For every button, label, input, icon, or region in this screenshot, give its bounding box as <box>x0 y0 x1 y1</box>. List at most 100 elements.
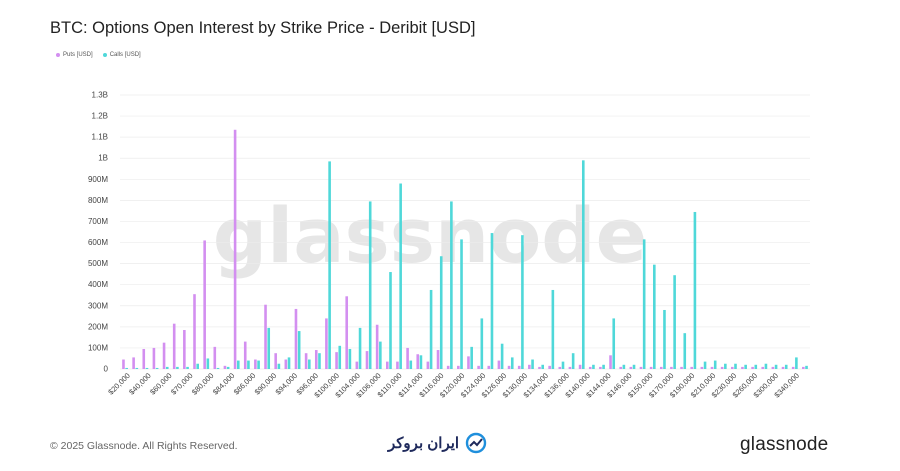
legend-item-puts[interactable]: Puts [USD] <box>56 52 93 58</box>
bar-calls <box>409 360 413 369</box>
legend-item-calls[interactable]: Calls [USD] <box>102 52 141 58</box>
bar-calls <box>257 360 260 369</box>
bar-puts <box>284 359 288 369</box>
bar-calls <box>389 272 392 369</box>
bar-puts <box>142 348 146 369</box>
bar-calls <box>267 327 271 369</box>
y-tick-label: 700M <box>88 217 108 226</box>
bar-puts <box>345 296 349 369</box>
y-tick-label: 200M <box>88 322 108 331</box>
bar-calls <box>419 355 423 369</box>
bar-calls <box>581 160 585 369</box>
bar-puts <box>558 366 562 369</box>
bar-calls <box>571 353 575 369</box>
bar-puts <box>436 350 440 369</box>
bar-calls <box>358 327 362 369</box>
bar-puts <box>304 353 308 369</box>
legend-label-calls: Calls [USD] <box>109 52 141 58</box>
bar-puts <box>264 304 267 369</box>
bar-puts <box>659 366 663 369</box>
bar-calls <box>155 367 159 369</box>
bar-calls <box>297 331 301 369</box>
bar-puts <box>588 366 592 369</box>
bar-puts <box>203 240 206 369</box>
bar-calls <box>196 363 200 369</box>
bar-calls <box>328 161 331 369</box>
y-tick-label: 1.1B <box>92 133 108 142</box>
bar-puts <box>426 361 430 369</box>
bar-calls <box>165 366 169 369</box>
y-tick-label: 900M <box>88 175 108 184</box>
bar-calls <box>145 367 149 369</box>
bar-puts <box>751 366 754 369</box>
bar-calls <box>216 367 220 369</box>
bar-puts <box>355 361 359 369</box>
bar-puts <box>193 294 196 369</box>
bar-puts <box>517 365 521 369</box>
bar-puts <box>467 356 470 369</box>
bar-calls <box>135 367 139 369</box>
bar-calls <box>673 275 676 369</box>
bar-calls <box>226 366 230 369</box>
bar-calls <box>247 360 250 369</box>
bar-puts <box>710 366 714 369</box>
bar-calls <box>663 309 666 369</box>
bars <box>122 129 808 369</box>
bar-puts <box>487 365 491 369</box>
bar-calls <box>480 318 484 369</box>
x-tick-label: $80,000 <box>190 371 216 397</box>
legend-swatch-calls <box>102 53 107 57</box>
bar-calls <box>764 363 768 369</box>
watermark-text: glassnode <box>213 191 647 280</box>
bar-puts <box>609 355 612 369</box>
bar-puts <box>507 365 511 369</box>
x-axis-ticks: $20,000$40,000$60,000$70,000$80,000$84,0… <box>106 371 801 399</box>
y-tick-label: 100M <box>88 343 108 352</box>
bar-puts <box>599 366 602 369</box>
bar-puts <box>629 366 633 369</box>
bar-calls <box>439 256 443 369</box>
bar-calls <box>125 367 128 369</box>
bar-calls <box>500 343 504 369</box>
bar-calls <box>561 361 565 369</box>
bar-puts <box>700 366 704 369</box>
bar-calls <box>622 364 626 369</box>
bar-calls <box>632 364 636 369</box>
bar-calls <box>490 233 494 369</box>
x-tick-label: $94,000 <box>274 371 300 397</box>
bar-puts <box>314 350 318 369</box>
y-tick-label: 600M <box>88 238 108 247</box>
bar-calls <box>287 357 291 369</box>
bar-puts <box>132 357 135 369</box>
bar-puts <box>771 366 775 369</box>
bar-calls <box>186 366 189 369</box>
bar-calls <box>805 365 808 369</box>
bar-puts <box>528 364 531 369</box>
bar-calls <box>734 363 737 369</box>
bar-puts <box>325 318 328 369</box>
bar-puts <box>172 323 176 369</box>
bar-puts <box>548 365 551 369</box>
bar-calls <box>683 333 687 369</box>
bar-calls <box>521 235 524 369</box>
partner-brand: ایران بروکر <box>388 432 487 454</box>
bar-calls <box>368 201 372 369</box>
bar-puts <box>294 308 298 369</box>
x-tick-label: $60,000 <box>148 371 174 397</box>
bar-calls <box>551 289 555 369</box>
x-tick-label: $20,000 <box>106 371 132 397</box>
bar-calls <box>277 363 281 369</box>
bar-puts <box>720 366 724 369</box>
bar-calls <box>724 363 727 369</box>
bar-calls <box>754 364 758 369</box>
bar-calls <box>460 239 463 369</box>
bar-puts <box>619 366 622 369</box>
bar-puts <box>781 366 785 369</box>
bar-calls <box>429 289 433 369</box>
y-tick-label: 0 <box>104 365 109 374</box>
bar-puts <box>730 366 734 369</box>
legend-label-puts: Puts [USD] <box>63 52 93 58</box>
bar-calls <box>399 183 402 369</box>
bar-calls <box>531 359 534 369</box>
